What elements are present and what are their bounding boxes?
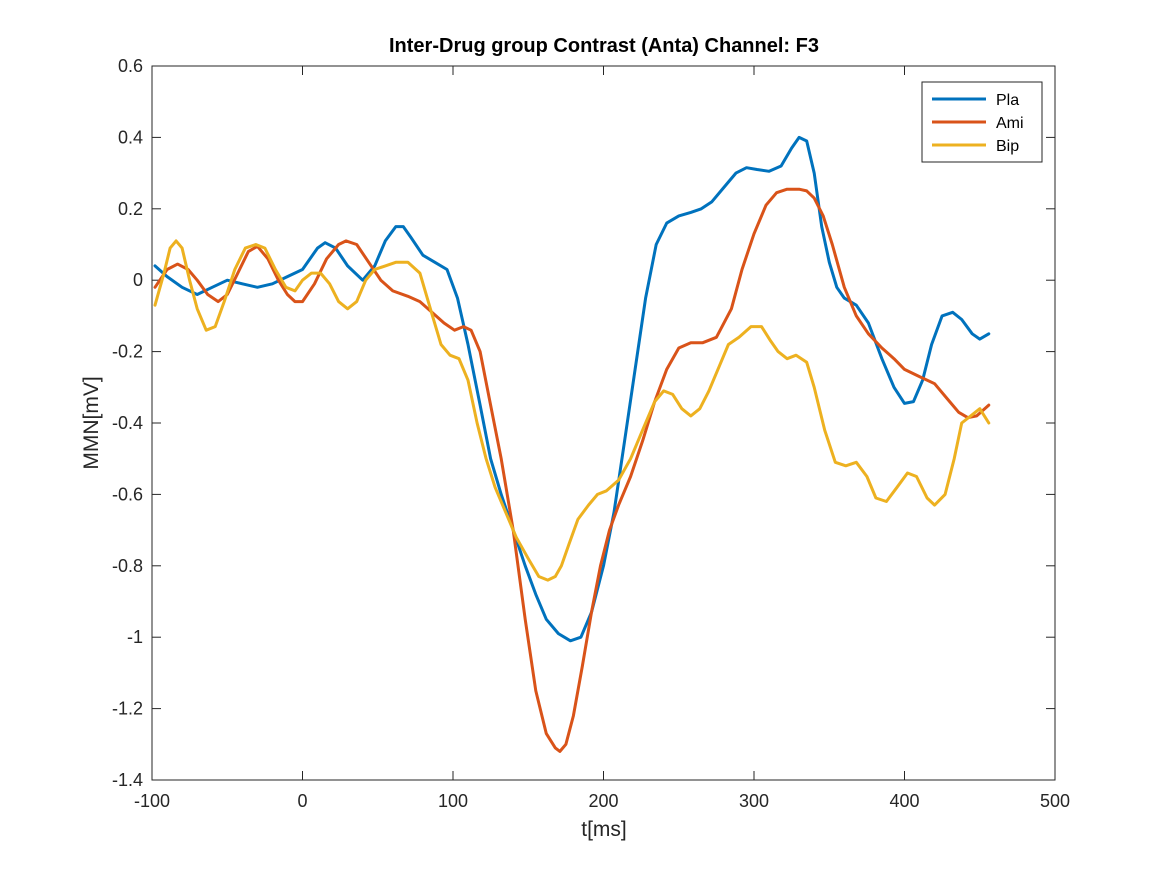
y-tick-label: -1.2	[112, 699, 143, 719]
y-axis-label: MMN[mV]	[80, 376, 103, 469]
y-tick-label: -1.4	[112, 770, 143, 790]
y-tick-label: -0.6	[112, 484, 143, 504]
y-tick-label: 0.6	[118, 56, 143, 76]
y-tick-label: -0.4	[112, 413, 143, 433]
x-tick-label: 400	[889, 791, 919, 811]
x-tick-label: 300	[739, 791, 769, 811]
axis-ticks: -100 0 100 200 300 400 500 -1.4 -1.2 -1 -0.8 -0.6 -0…	[112, 56, 1070, 811]
y-tick-label: -0.2	[112, 342, 143, 362]
series-line-ami	[153, 187, 991, 753]
y-tick-label: 0	[133, 270, 143, 290]
chart-title: Inter-Drug group Contrast (Anta) Channel…	[389, 35, 819, 57]
series-line-bip	[153, 239, 991, 582]
y-tick-label: 0.2	[118, 199, 143, 219]
x-tick-label: -100	[134, 791, 170, 811]
legend-label-bip: Bip	[996, 138, 1019, 155]
x-tick-label: 500	[1040, 791, 1070, 811]
x-tick-label: 200	[588, 791, 618, 811]
legend-label-pla: Pla	[996, 92, 1019, 109]
x-tick-label: 0	[297, 791, 307, 811]
legend-label-ami: Ami	[996, 115, 1024, 132]
y-tick-label: -1	[127, 627, 143, 647]
y-tick-label: 0.4	[118, 127, 143, 147]
x-axis-label: t[ms]	[581, 818, 627, 841]
plot-area	[151, 65, 1056, 781]
x-tick-label: 100	[438, 791, 468, 811]
legend: Pla Ami Bip	[921, 81, 1043, 163]
series-lines	[153, 135, 991, 753]
y-tick-label: -0.8	[112, 556, 143, 576]
